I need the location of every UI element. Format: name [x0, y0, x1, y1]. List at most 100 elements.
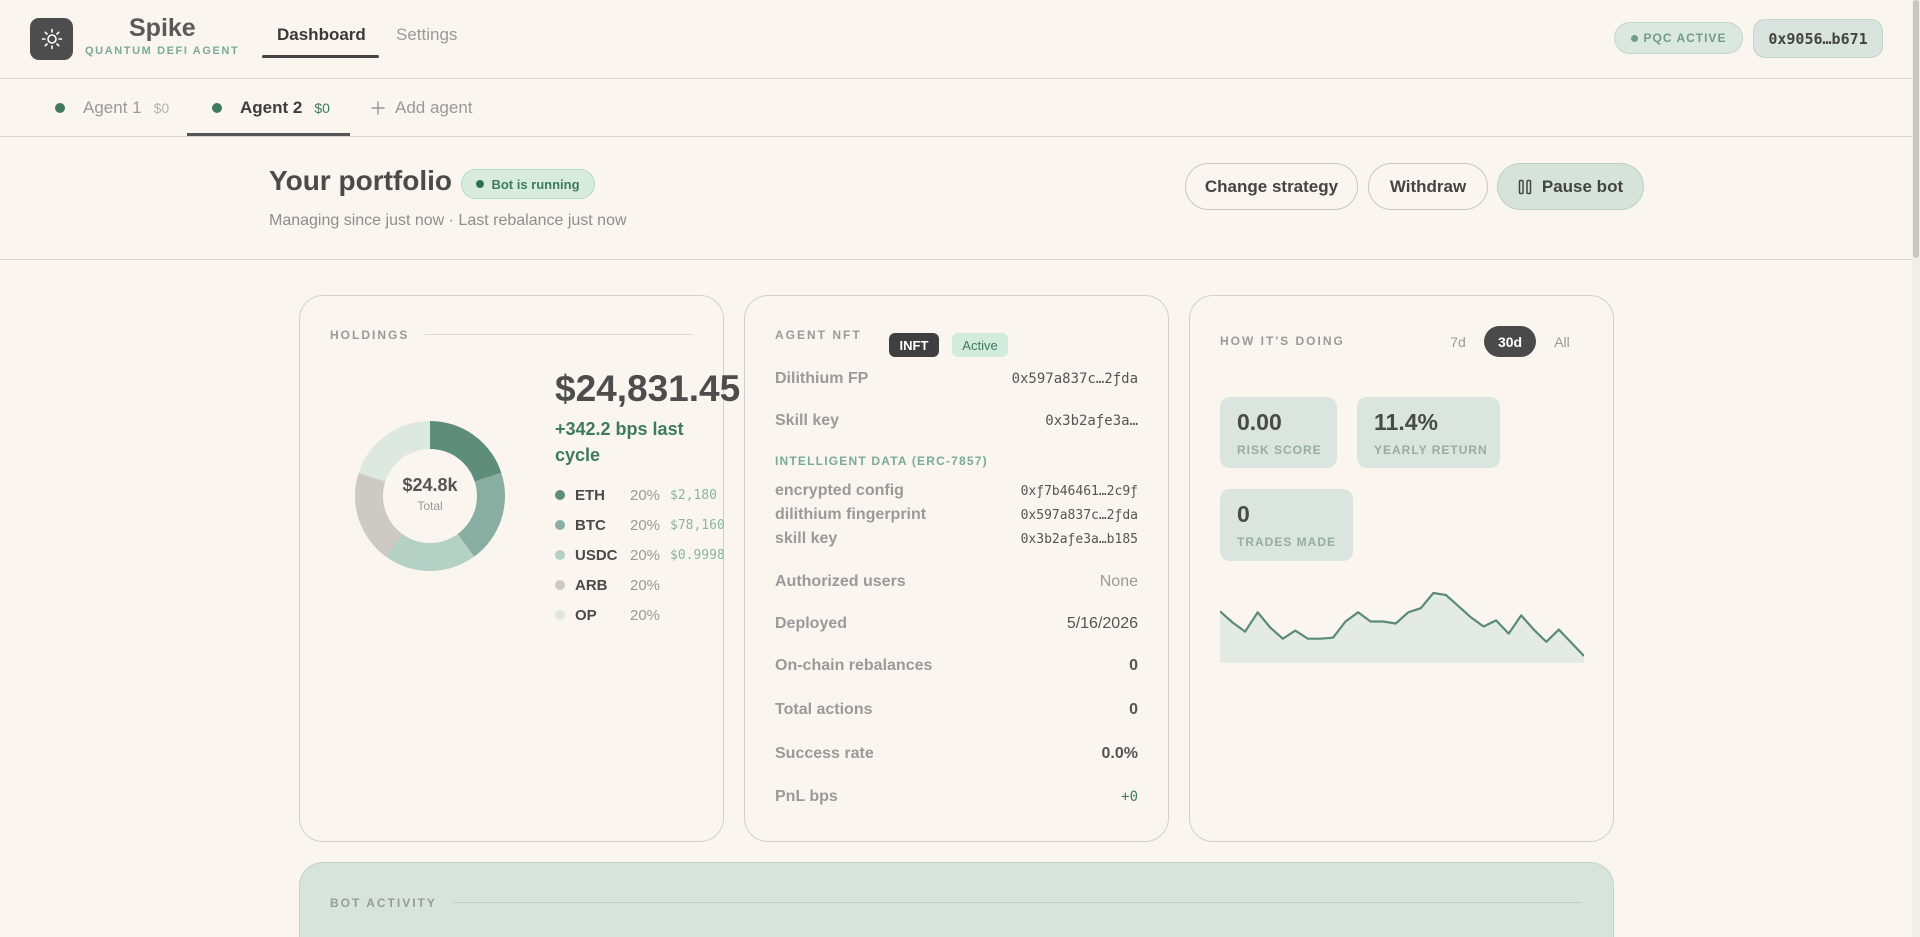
logo[interactable]	[30, 18, 73, 60]
pause-bot-label: Pause bot	[1541, 176, 1624, 196]
agent-tab-1[interactable]: Agent 1 $0	[55, 79, 169, 137]
bot-status-badge: Bot is running	[461, 169, 595, 199]
row-value: None	[1099, 573, 1138, 590]
asset-price: $0.9998	[670, 547, 725, 563]
add-agent-label: Add agent	[395, 98, 473, 117]
status-dot-icon	[1630, 34, 1638, 42]
performance-sparkline	[1220, 591, 1584, 663]
agent-tab-label: Agent 1	[83, 98, 142, 117]
row-value[interactable]: 0x3b2aƒe3a…b185	[1020, 531, 1138, 547]
asset-pct: 20%	[630, 546, 661, 564]
donut-slice-usdc	[385, 534, 475, 571]
legend-item: USDC 20% $0.9998	[555, 544, 725, 566]
holdings-change: +342.2 bps last cycle	[555, 419, 684, 465]
running-dot-icon	[476, 180, 485, 188]
stat-label: RISK SCORE	[1237, 443, 1322, 457]
divider	[425, 334, 693, 335]
tab-dashboard[interactable]: Dashboard	[277, 25, 366, 44]
nft-row-total-actions: Total actions 0	[775, 701, 1138, 719]
plus-icon	[371, 101, 385, 115]
row-value: 0	[1129, 701, 1138, 718]
row-label: On-chain rebalances	[775, 657, 933, 674]
agent-nft-label: AGENT NFT	[775, 328, 862, 342]
intelligent-data-row: encrypted config 0xƒ7b46461…2c9ƒ	[775, 482, 1138, 500]
range-7d-button[interactable]: 7d	[1450, 333, 1466, 350]
nft-row-onchain-rebalances: On-chain rebalances 0	[775, 657, 1138, 675]
row-value: 0	[1129, 657, 1138, 674]
row-label: Success rate	[775, 745, 874, 762]
asset-symbol: USDC	[575, 546, 618, 564]
nft-row-dilithium-fp: Dilithium FP 0x597a837c…2ƒda	[775, 370, 1138, 388]
pause-icon	[1518, 179, 1532, 194]
agent-tab-balance: $0	[153, 100, 170, 116]
row-label: Dilithium FP	[775, 370, 869, 387]
asset-pct: 20%	[630, 486, 661, 504]
portfolio-subtitle: Managing since just now · Last rebalance…	[269, 212, 627, 229]
donut-slice-btc	[457, 472, 505, 557]
scrollbar-thumb[interactable]	[1913, 0, 1919, 258]
risk-score-stat: 0.00 RISK SCORE	[1220, 397, 1337, 468]
row-label: skill key	[775, 530, 838, 547]
row-label: Deployed	[775, 615, 848, 632]
legend-item: OP 20%	[555, 604, 670, 626]
intelligent-data-label: INTELLIGENT DATA (ERC-7857)	[775, 454, 988, 468]
agent-tab-balance: $0	[314, 100, 330, 116]
stat-label: YEARLY RETURN	[1374, 443, 1488, 457]
row-value[interactable]: 0x597a837c…2ƒda	[1020, 507, 1138, 523]
agent-status-dot-icon	[55, 103, 65, 113]
asset-price: $2,180	[670, 487, 717, 503]
nft-row-pnl-bps: PnL bps +0	[775, 788, 1138, 806]
nft-row-skill-key: Skill key 0x3b2aƒe3a…	[775, 412, 1138, 430]
intelligent-data-row: dilithium fingerprint 0x597a837c…2ƒda	[775, 506, 1138, 524]
divider	[454, 902, 1582, 903]
asset-pct: 20%	[630, 576, 661, 594]
range-all-button[interactable]: All	[1554, 333, 1570, 350]
row-value: +0	[1121, 789, 1138, 805]
donut-total-value: $24.8k	[402, 475, 458, 495]
donut-slice-eth	[430, 421, 502, 482]
row-label: Authorized users	[775, 573, 906, 590]
change-strategy-button[interactable]: Change strategy	[1185, 163, 1358, 210]
holdings-label: HOLDINGS	[330, 328, 410, 342]
sun-icon	[41, 28, 62, 50]
nft-row-authorized-users: Authorized users None	[775, 573, 1138, 591]
agent-tab-2[interactable]: Agent 2 $0	[212, 79, 330, 137]
legend-swatch	[555, 550, 565, 560]
active-agent-indicator	[187, 133, 350, 136]
bot-activity-label: BOT ACTIVITY	[330, 896, 437, 910]
legend-swatch	[555, 610, 565, 620]
add-agent-button[interactable]: Add agent	[371, 79, 473, 137]
performance-label: HOW IT'S DOING	[1220, 334, 1345, 348]
wallet-address-button[interactable]: 0x9056…b671	[1753, 19, 1883, 58]
row-value[interactable]: 0x597a837c…2ƒda	[1011, 371, 1138, 387]
page-title: Your portfolio	[269, 165, 452, 196]
sparkline-line	[1220, 591, 1584, 657]
agent-tabs: Agent 1 $0 Agent 2 $0 Add agent	[0, 79, 1912, 137]
legend-swatch	[555, 580, 565, 590]
active-tab-indicator	[262, 55, 379, 58]
pause-bot-button[interactable]: Pause bot	[1497, 163, 1644, 210]
asset-pct: 20%	[630, 606, 661, 624]
row-value: 0.0%	[1101, 745, 1138, 762]
asset-symbol: ETH	[575, 486, 605, 504]
legend-item: ETH 20% $2,180	[555, 484, 717, 506]
withdraw-button[interactable]: Withdraw	[1368, 163, 1488, 210]
range-30d-button[interactable]: 30d	[1484, 326, 1536, 357]
stat-label: TRADES MADE	[1237, 535, 1337, 549]
row-value[interactable]: 0xƒ7b46461…2c9ƒ	[1020, 483, 1138, 499]
row-value[interactable]: 0x3b2aƒe3a…	[1045, 413, 1138, 429]
row-value: 5/16/2026	[1066, 615, 1138, 632]
stat-value: 11.4%	[1374, 409, 1438, 435]
holdings-total-value: $24,831.45	[555, 368, 741, 409]
asset-symbol: OP	[575, 606, 597, 624]
bot-status-label: Bot is running	[491, 176, 580, 192]
top-bar: Spike QUANTUM DEFI AGENT Dashboard Setti…	[0, 0, 1912, 79]
holdings-donut-chart	[355, 421, 505, 571]
scrollbar-track[interactable]	[1912, 0, 1920, 937]
row-label: PnL bps	[775, 788, 838, 805]
nft-row-deployed: Deployed 5/16/2026	[775, 615, 1138, 633]
agent-nft-card	[744, 295, 1169, 842]
tab-settings[interactable]: Settings	[396, 25, 458, 44]
app-name: Spike	[129, 14, 196, 42]
trades-made-stat: 0 TRADES MADE	[1220, 489, 1353, 561]
